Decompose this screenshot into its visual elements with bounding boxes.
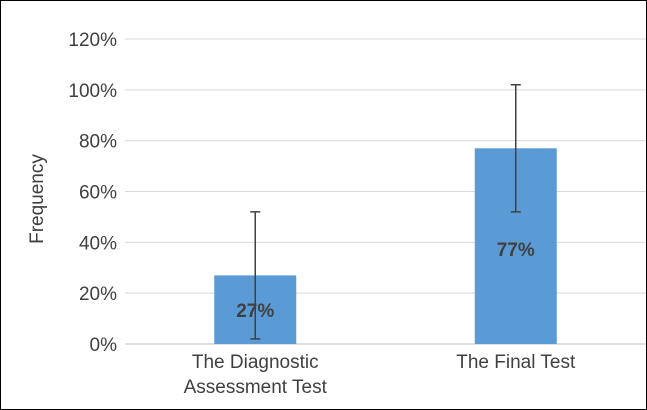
data-labels: 27% 77% <box>236 240 535 322</box>
y-tick-label: 0% <box>90 335 118 356</box>
y-tick-label: 120% <box>68 30 117 51</box>
x-axis-categories: The Diagnostic Assessment Test The Final T… <box>184 352 576 398</box>
x-category-label: Assessment Test <box>184 377 328 398</box>
x-category-label: The Final Test <box>456 352 576 373</box>
error-bars <box>250 84 521 340</box>
data-label: 77% <box>497 240 535 261</box>
error-bar <box>250 211 261 340</box>
gridlines <box>125 38 646 345</box>
y-tick-label: 100% <box>68 81 117 102</box>
y-tick-label: 60% <box>79 183 117 204</box>
y-tick-label: 40% <box>79 233 117 254</box>
y-tick-label: 20% <box>79 284 117 305</box>
y-tick-label: 80% <box>79 132 117 153</box>
y-axis-ticks: 0% 20% 40% 60% 80% 100% 120% <box>68 30 117 356</box>
data-label: 27% <box>236 301 274 322</box>
x-category-label: The Diagnostic <box>192 352 319 373</box>
y-axis-label: Frequency <box>27 154 48 244</box>
error-bar <box>510 84 521 213</box>
